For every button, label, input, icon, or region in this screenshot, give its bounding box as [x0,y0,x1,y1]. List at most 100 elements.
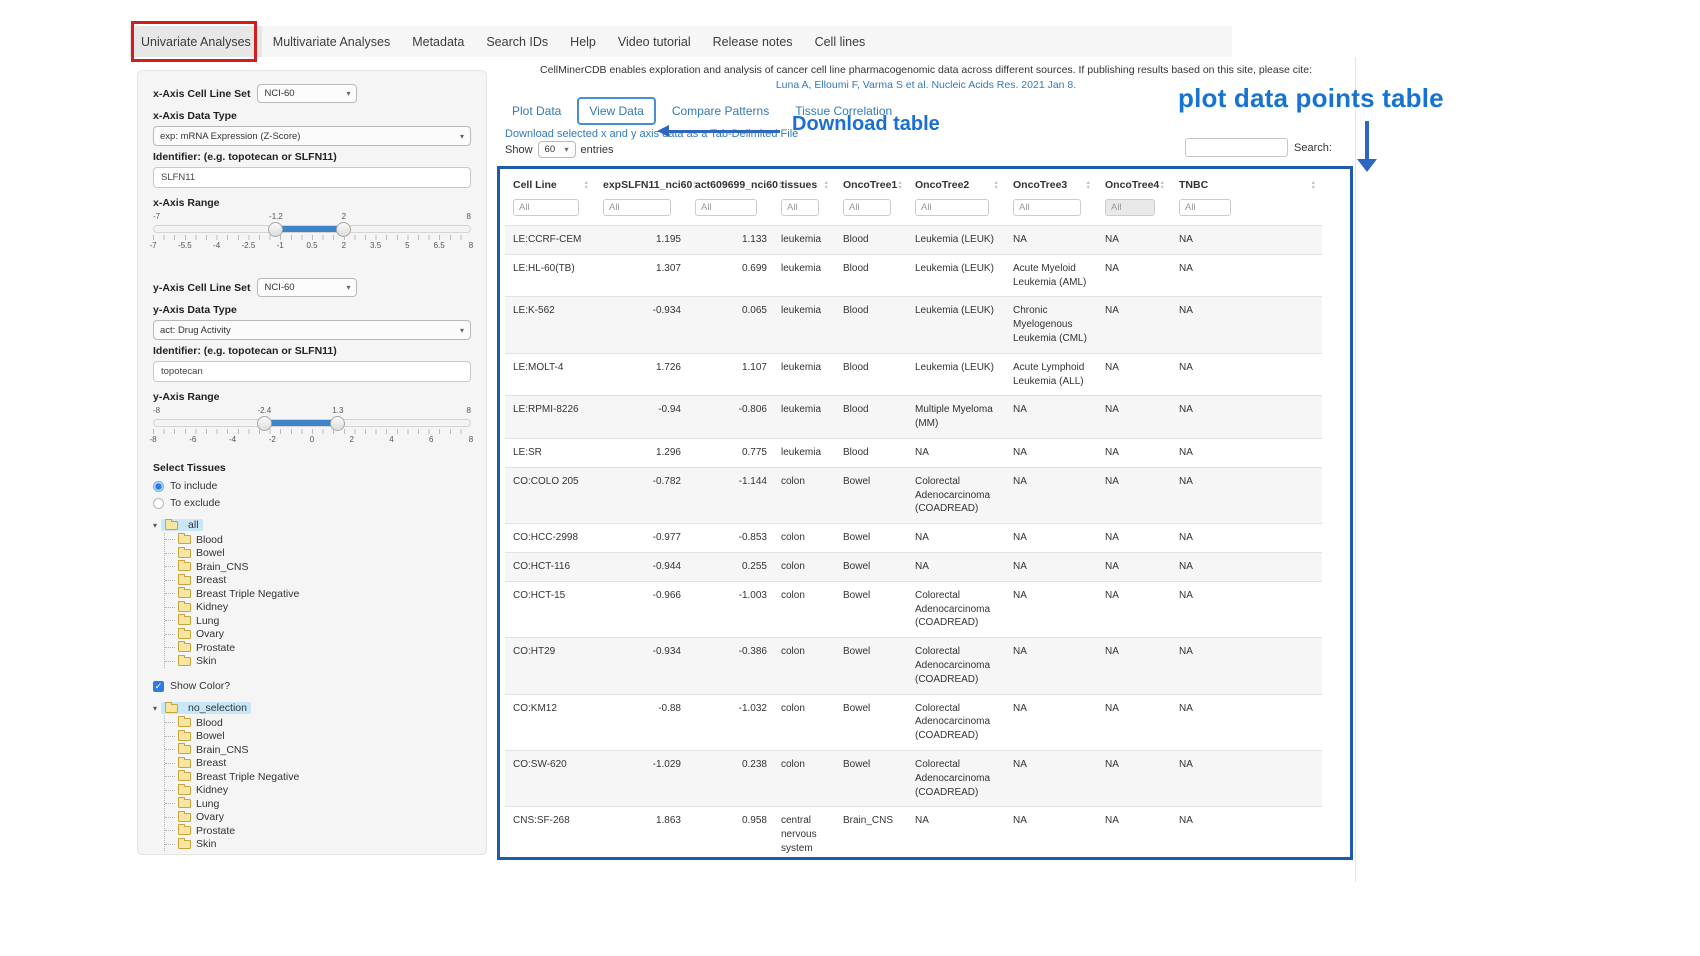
tree-node-label: Brain_CNS [196,560,249,573]
column-filter-oncotree1[interactable] [843,199,891,216]
tree-node-bowel[interactable]: Bowel [165,729,471,744]
sort-icon[interactable]: ▲ ▼ [897,180,903,191]
nav-item-univariate-analyses[interactable]: Univariate Analyses [130,26,262,57]
data-table-container[interactable]: Cell Line ▲ ▼ expSLFN11_nci60 ▲ ▼ act609699_nc… [505,171,1322,860]
slider-tick-label: 0.5 [306,241,318,250]
nav-item-video-tutorial[interactable]: Video tutorial [617,34,691,49]
tree-node-breast-triple-negative[interactable]: Breast Triple Negative [165,587,471,601]
sort-icon[interactable]: ▲ ▼ [777,180,784,191]
sort-icon[interactable]: ▲ ▼ [1159,180,1165,191]
x-range-slider[interactable]: -7 -1.2 2 8 -7 -5.5 -4 -2.5 -1 0.5 2 3.5 5 6.5 8 [149,212,474,250]
tree-node-skin[interactable]: Skin [165,654,471,669]
x-cell-line-set-select[interactable]: NCI-60 ▾ [257,84,358,103]
tree-node-root[interactable]: ▾ no_selection [153,700,471,716]
slider-tick-label: 8 [468,435,474,444]
sort-icon[interactable]: ▲ ▼ [692,180,698,191]
sort-icon[interactable]: ▲ ▼ [993,180,999,191]
sort-icon[interactable]: ▲ ▼ [1310,180,1316,191]
table-cell: Colorectal Adenocarcinoma (COADREAD) [907,466,1005,524]
nav-item-help[interactable]: Help [570,34,596,49]
column-header-oncotree2[interactable]: OncoTree2 ▲ ▼ [907,171,1005,196]
tree-node-ovary[interactable]: Ovary [165,627,471,642]
tab-view-data[interactable]: View Data [577,97,656,125]
column-filter-tissues[interactable] [781,199,819,216]
nav-item-release-notes[interactable]: Release notes [712,34,793,49]
radio-to-exclude[interactable]: To exclude [153,497,471,509]
table-cell: NA [1097,296,1171,354]
table-row: CO:HCT-15 -0.966 -1.003 colon Bowel Colorecta… [505,580,1322,638]
tree-node-kidney[interactable]: Kidney [165,600,471,615]
y-data-type-select[interactable]: act: Drug Activity ▾ [153,320,471,340]
chevron-down-icon: ▾ [346,283,351,292]
table-cell: NA [1097,580,1171,638]
tree-node-lung[interactable]: Lung [165,797,471,811]
citation-link[interactable]: Luna A, Elloumi F, Varma S et al. Nuclei… [775,79,1077,91]
tree-node-prostate[interactable]: Prostate [165,824,471,838]
nav-item-search-ids[interactable]: Search IDs [486,34,549,49]
show-color-checkbox[interactable]: ✓ Show Color? [153,680,471,692]
tree-node-bowel[interactable]: Bowel [165,546,471,561]
search-input[interactable] [1185,138,1288,157]
tab-compare-patterns[interactable]: Compare Patterns [671,104,770,118]
tree-node-brain-cns[interactable]: Brain_CNS [165,560,471,574]
slider-handle[interactable] [329,416,345,431]
checkbox-checked-icon: ✓ [153,680,164,692]
column-header-oncotree4[interactable]: OncoTree4 ▲ ▼ [1097,171,1171,196]
slider-handle[interactable] [268,222,284,237]
tree-node-skin[interactable]: Skin [165,837,471,852]
column-header-expslfn11-nci60[interactable]: expSLFN11_nci60 ▲ ▼ [595,171,698,196]
folder-icon [178,770,191,782]
column-filter-oncotree3[interactable] [1013,199,1081,216]
column-filter-expslfn11-nci60[interactable] [603,199,671,216]
tree-node-label: Breast [196,757,227,770]
nav-item-cell-lines[interactable]: Cell lines [814,34,866,49]
tree-node-kidney[interactable]: Kidney [165,783,471,798]
nav-item-multivariate-analyses[interactable]: Multivariate Analyses [272,34,391,49]
tree-expand-icon[interactable]: ▾ [153,703,158,713]
column-filter-cell-line[interactable] [513,199,579,216]
column-header-label: expSLFN11_nci60 [603,179,693,191]
y-identifier-input[interactable] [153,361,471,382]
y-data-type-label: y-Axis Data Type [153,304,237,316]
table-cell: Blood [835,253,907,297]
tree-node-prostate[interactable]: Prostate [165,641,471,655]
x-data-type-select[interactable]: exp: mRNA Expression (Z-Score) ▾ [153,126,471,146]
tree-node-ovary[interactable]: Ovary [165,810,471,825]
tree-node-blood[interactable]: Blood [165,533,471,547]
column-header-oncotree3[interactable]: OncoTree3 ▲ ▼ [1005,171,1097,196]
tree-node-root[interactable]: ▾ all [153,517,471,533]
column-filter-oncotree4[interactable] [1105,199,1155,216]
x-identifier-input[interactable] [153,167,471,188]
column-filter-tnbc[interactable] [1179,199,1231,216]
column-header-act609699-nci60[interactable]: act609699_nci60 ▲ ▼ [687,171,783,196]
tab-plot-data[interactable]: Plot Data [512,104,562,118]
tree-node-lung[interactable]: Lung [165,614,471,628]
slider-handle[interactable] [335,222,351,237]
tree-node-brain-cns[interactable]: Brain_CNS [165,743,471,757]
tree-node-breast-triple-negative[interactable]: Breast Triple Negative [165,770,471,784]
y-cell-line-set-select[interactable]: NCI-60 ▾ [257,278,358,297]
column-header-cell-line[interactable]: Cell Line ▲ ▼ [505,171,595,196]
column-filter-oncotree2[interactable] [915,199,989,216]
sort-icon[interactable]: ▲ ▼ [1085,180,1091,191]
sort-icon[interactable]: ▲ ▼ [823,180,829,191]
tree-node-breast[interactable]: Breast [165,573,471,588]
column-filter-act609699-nci60[interactable] [695,199,757,216]
column-header-tnbc[interactable]: TNBC ▲ ▼ [1171,171,1322,196]
column-header-tissues[interactable]: tissues ▲ ▼ [773,171,835,196]
entries-select[interactable]: 60 ▾ [537,141,576,158]
folder-icon [178,614,191,626]
nav-item-metadata[interactable]: Metadata [412,34,465,49]
slider-handle[interactable] [256,416,272,431]
table-cell: NA [1097,352,1171,396]
tab-tissue-correlation[interactable]: Tissue Correlation [795,104,893,118]
sort-icon[interactable]: ▲ ▼ [583,180,589,191]
tree-node-blood[interactable]: Blood [165,716,471,730]
column-header-oncotree1[interactable]: OncoTree1 ▲ ▼ [835,171,907,196]
tree-expand-icon[interactable]: ▾ [153,520,158,530]
tree-node-breast[interactable]: Breast [165,756,471,771]
folder-icon [178,600,191,612]
y-range-slider[interactable]: -8 -2.4 1.3 8 -8 -6 -4 -2 0 2 4 6 8 [149,406,474,444]
radio-to-include[interactable]: To include [153,480,471,492]
table-cell: Leukemia (LEUK) [907,253,1005,297]
